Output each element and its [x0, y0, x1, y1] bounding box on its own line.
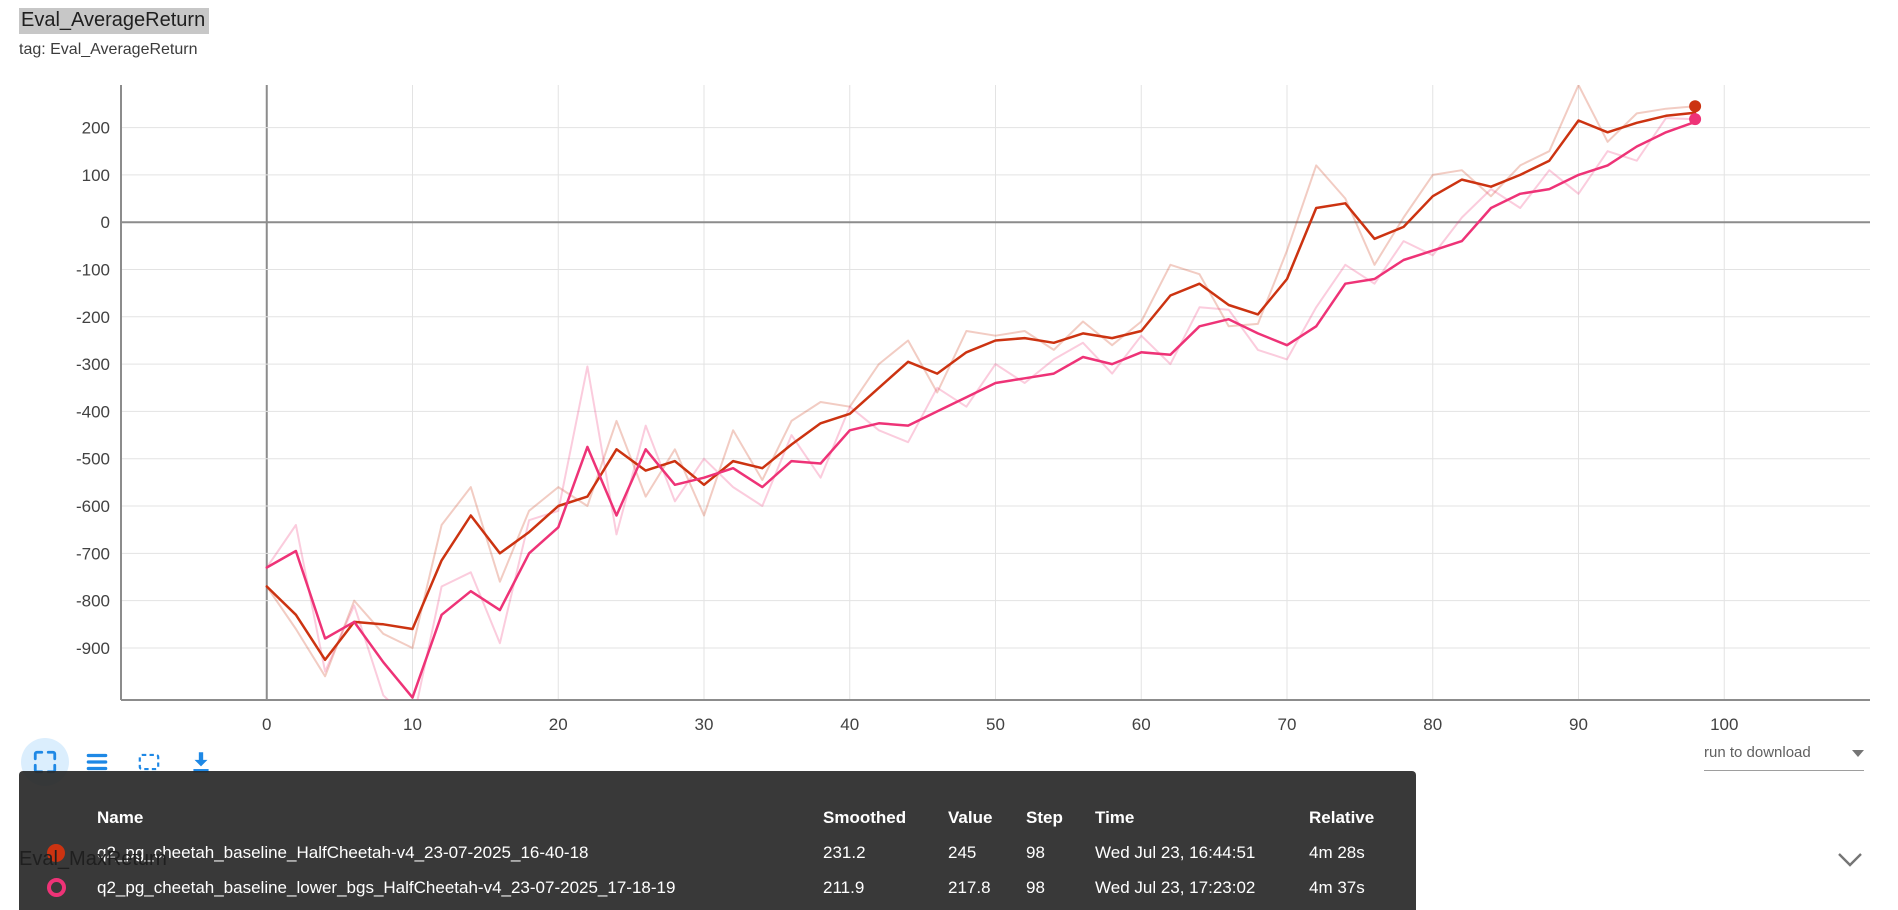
run-smoothed-value: 231.2 — [823, 842, 866, 862]
tooltip-header-value: Value — [948, 808, 993, 827]
tooltip-header-time: Time — [1095, 808, 1135, 827]
svg-text:-600: -600 — [76, 497, 110, 516]
tooltip-run-row: q2_pg_cheetah_baseline_HalfCheetah-v4_23… — [19, 835, 1416, 870]
tooltip-header-row: Name Smoothed Value Step Time Relative — [19, 801, 1416, 835]
tooltip-run-row: q2_pg_cheetah_baseline_lower_bgs_HalfChe… — [19, 870, 1416, 905]
svg-text:-500: -500 — [76, 450, 110, 469]
download-icon — [193, 752, 209, 773]
run-value: 217.8 — [948, 877, 991, 897]
svg-text:70: 70 — [1278, 715, 1297, 734]
svg-text:40: 40 — [840, 715, 859, 734]
svg-text:20: 20 — [549, 715, 568, 734]
run-relative-time: 4m 37s — [1309, 877, 1365, 897]
download-button[interactable] — [177, 738, 225, 786]
run-color-dot — [47, 843, 65, 862]
horizontal-lines-icon — [86, 753, 108, 771]
svg-text:90: 90 — [1569, 715, 1588, 734]
svg-text:80: 80 — [1423, 715, 1442, 734]
run-name: q2_pg_cheetah_baseline_HalfCheetah-v4_23… — [97, 842, 589, 862]
run-relative-time: 4m 28s — [1309, 842, 1365, 862]
run-tooltip: Name Smoothed Value Step Time Relative q2_pg_… — [19, 771, 1416, 910]
svg-text:10: 10 — [403, 715, 422, 734]
next-section-title: Eval_MaxReturn — [19, 848, 167, 870]
run-name: q2_pg_cheetah_baseline_lower_bgs_HalfChe… — [97, 877, 676, 897]
chart-svg[interactable]: 2001000-100-200-300-400-500-600-700-800-… — [0, 0, 1898, 740]
dropdown-arrow-icon — [1852, 749, 1864, 757]
svg-text:-700: -700 — [76, 544, 110, 563]
svg-text:30: 30 — [695, 715, 714, 734]
tooltip-header-step: Step — [1026, 808, 1063, 827]
tooltip-header-relative: Relative — [1309, 808, 1375, 827]
toggle-log-scale-button[interactable] — [73, 738, 121, 786]
svg-text:0: 0 — [101, 213, 110, 232]
tooltip-header-smoothed: Smoothed — [823, 808, 907, 827]
run-time: Wed Jul 23, 16:44:51 — [1095, 842, 1256, 862]
card-title: Eval_AverageReturn — [19, 8, 210, 34]
svg-text:-200: -200 — [76, 308, 110, 327]
tooltip-header-name: Name — [97, 808, 144, 827]
run-to-download-select[interactable]: run to download — [1704, 744, 1864, 771]
run-value: 245 — [948, 842, 977, 862]
run-step: 98 — [1026, 842, 1045, 862]
expand-section-icon[interactable] — [1836, 852, 1864, 873]
run-step: 98 — [1026, 877, 1045, 897]
svg-text:100: 100 — [82, 166, 110, 185]
svg-text:50: 50 — [986, 715, 1005, 734]
tooltip-body: q2_pg_cheetah_baseline_HalfCheetah-v4_23… — [19, 835, 1416, 905]
svg-text:-400: -400 — [76, 402, 110, 421]
svg-text:200: 200 — [82, 119, 110, 138]
svg-text:-100: -100 — [76, 261, 110, 280]
svg-text:0: 0 — [262, 715, 271, 734]
svg-text:-800: -800 — [76, 592, 110, 611]
card-tag: tag: Eval_AverageReturn — [19, 41, 198, 58]
svg-text:60: 60 — [1132, 715, 1151, 734]
svg-text:-900: -900 — [76, 639, 110, 658]
run-color-dot — [47, 878, 66, 897]
svg-text:100: 100 — [1710, 715, 1738, 734]
run-smoothed-value: 211.9 — [823, 877, 865, 897]
svg-text:-300: -300 — [76, 355, 110, 374]
run-to-download-label: run to download — [1704, 744, 1811, 761]
run-time: Wed Jul 23, 17:23:02 — [1095, 877, 1256, 897]
